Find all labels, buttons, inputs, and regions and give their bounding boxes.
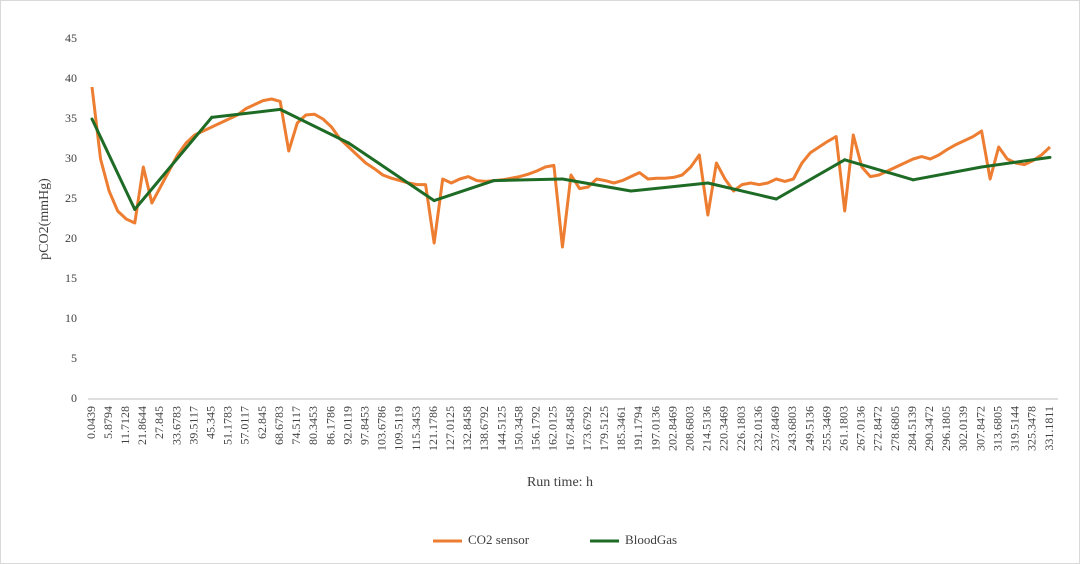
line-segment	[629, 181, 710, 193]
x-tick-label: 220.3469	[717, 406, 731, 451]
x-tick-label: 121.1786	[426, 406, 440, 451]
x-tick-label: 11.7128	[118, 406, 132, 445]
x-tick-label: 86.1786	[323, 406, 337, 445]
x-tick-label: 202.8469	[665, 406, 679, 451]
x-tick-label: 150.3458	[511, 406, 525, 451]
line-segment	[980, 155, 1052, 169]
x-tick-label: 179.5125	[597, 406, 611, 451]
x-tick-label: 255.3469	[819, 406, 833, 451]
y-tick-label: 30	[65, 151, 77, 165]
x-tick-label: 127.0125	[443, 406, 457, 451]
line-segment	[560, 177, 633, 193]
x-tick-label: 33.6783	[169, 406, 183, 445]
x-tick-label: 162.0125	[546, 406, 560, 451]
x-tick-label: 232.0136	[751, 406, 765, 451]
x-tick-label: 68.6783	[272, 406, 286, 445]
x-tick-label: 325.3478	[1025, 406, 1039, 451]
line-segment	[210, 107, 282, 119]
x-tick-label: 173.6792	[580, 406, 594, 451]
line-segment	[90, 117, 137, 211]
line-segment	[492, 177, 564, 183]
x-tick-label: 191.1794	[631, 406, 645, 451]
x-tick-label: 74.5117	[289, 406, 303, 445]
y-tick-label: 45	[65, 31, 77, 45]
line-segment	[706, 181, 778, 201]
x-tick-label: 109.5119	[392, 406, 406, 451]
x-axis-title: Run time: h	[527, 475, 593, 490]
x-tick-label: 267.0136	[854, 406, 868, 451]
y-tick-label: 10	[65, 311, 77, 325]
x-tick-label: 0.0439	[84, 406, 98, 439]
y-tick-label: 40	[65, 71, 77, 85]
x-tick-label: 185.3461	[614, 406, 628, 451]
x-tick-label: 302.0139	[956, 406, 970, 451]
x-tick-label: 80.3453	[306, 406, 320, 445]
y-tick-label: 20	[65, 231, 77, 245]
line-segment	[911, 165, 984, 182]
x-tick-label: 39.5117	[186, 406, 200, 445]
y-tick-label: 0	[71, 391, 77, 405]
line	[90, 86, 1052, 249]
line-segment	[278, 107, 351, 145]
x-tick-label: 261.1803	[836, 406, 850, 451]
x-tick-label: 313.6805	[990, 406, 1004, 451]
x-tick-label: 208.6803	[683, 406, 697, 451]
x-tick-label: 132.8458	[460, 406, 474, 451]
x-tick-label: 278.6805	[888, 406, 902, 451]
x-tick-label: 167.8458	[563, 406, 577, 451]
x-tick-label: 331.1811	[1042, 406, 1056, 451]
x-tick-label: 237.8469	[768, 406, 782, 451]
x-tick-label: 156.1792	[529, 406, 543, 451]
x-tick-label: 62.845	[255, 406, 269, 439]
x-tick-label: 57.0117	[238, 406, 252, 445]
line-segment	[432, 179, 496, 203]
x-tick-label: 243.6803	[785, 406, 799, 451]
x-tick-label: 115.3453	[409, 406, 423, 451]
y-tick-label: 15	[65, 271, 77, 285]
y-axis-title: pCO2(mmHg)	[37, 178, 52, 260]
x-tick-label: 249.5136	[802, 406, 816, 451]
line-segment	[133, 115, 214, 211]
y-tick-label: 5	[71, 351, 77, 365]
x-tick-label: 45.345	[204, 406, 218, 439]
line-segment	[774, 158, 847, 201]
line-segment	[843, 158, 915, 182]
x-tick-label: 144.5125	[494, 406, 508, 451]
x-tick-label: 226.1803	[734, 406, 748, 451]
x-tick-label: 27.845	[152, 406, 166, 439]
x-tick-label: 51.1783	[221, 406, 235, 445]
line-segment	[347, 141, 436, 203]
legend-label: BloodGas	[625, 532, 677, 547]
x-tick-label: 197.0136	[648, 406, 662, 451]
x-tick-label: 272.8472	[871, 406, 885, 451]
x-tick-label: 21.8644	[135, 406, 149, 445]
x-tick-label: 284.5139	[905, 406, 919, 451]
x-tick-label: 5.8794	[101, 406, 115, 439]
x-tick-label: 319.5144	[1008, 406, 1022, 451]
x-tick-label: 138.6792	[477, 406, 491, 451]
x-tick-label: 307.8472	[973, 406, 987, 451]
y-tick-label: 25	[65, 191, 77, 205]
x-tick-label: 103.6786	[375, 406, 389, 451]
x-tick-label: 296.1805	[939, 406, 953, 451]
x-tick-label: 97.8453	[357, 406, 371, 445]
legend-label: CO2 sensor	[468, 532, 530, 547]
x-tick-label: 92.0119	[340, 406, 354, 445]
x-tick-label: 214.5136	[700, 406, 714, 451]
x-tick-label: 290.3472	[922, 406, 936, 451]
y-tick-label: 35	[65, 111, 77, 125]
